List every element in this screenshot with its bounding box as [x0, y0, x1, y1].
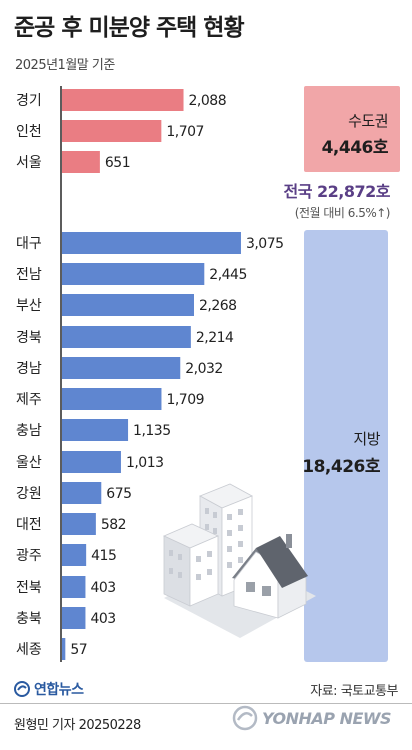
- value-label-0: 2,088: [189, 93, 227, 109]
- bar-10: [62, 451, 121, 473]
- watermark: YONHAP NEWS: [232, 705, 392, 731]
- category-label-10: 울산: [16, 455, 42, 471]
- local-panel: [304, 230, 388, 662]
- category-label-5: 부산: [16, 298, 42, 314]
- category-label-8: 제주: [16, 392, 42, 408]
- category-label-14: 전북: [16, 580, 42, 596]
- value-label-3: 3,075: [246, 236, 284, 252]
- bar-0: [62, 89, 184, 111]
- capital-panel: [304, 86, 400, 172]
- yonhap-logo: 연합뉴스: [14, 679, 84, 699]
- value-label-5: 2,268: [199, 298, 237, 314]
- page-title: 준공 후 미분양 주택 현황: [14, 15, 245, 41]
- watermark-text: YONHAP NEWS: [262, 708, 392, 728]
- category-label-4: 전남: [16, 267, 42, 283]
- yonhap-logo-icon: [14, 681, 30, 697]
- bar-7: [62, 357, 181, 379]
- value-label-11: 675: [106, 486, 131, 502]
- bar-6: [62, 326, 191, 348]
- bar-3: [62, 232, 241, 254]
- reporter-credit: 원형민 기자 20250228: [14, 718, 141, 733]
- bar-11: [62, 482, 102, 504]
- category-label-13: 광주: [16, 548, 42, 564]
- value-label-1: 1,707: [166, 124, 204, 140]
- apartment-house-illustration: [163, 483, 316, 638]
- footer-divider: [0, 703, 412, 704]
- value-label-8: 1,709: [166, 392, 204, 408]
- bar-15: [62, 607, 86, 629]
- category-label-1: 인천: [16, 124, 42, 140]
- bar-2: [62, 151, 100, 173]
- date-subtitle: 2025년1월말 기준: [15, 58, 115, 73]
- bar-8: [62, 388, 162, 410]
- value-label-12: 582: [101, 517, 126, 533]
- national-total: 전국 22,872호: [283, 182, 391, 201]
- bar-1: [62, 120, 162, 142]
- local-label: 지방: [353, 430, 380, 448]
- value-label-14: 403: [90, 580, 115, 596]
- logo-text: 연합뉴스: [34, 682, 84, 698]
- category-label-15: 충북: [16, 611, 42, 627]
- category-label-11: 강원: [16, 486, 42, 502]
- category-label-0: 경기: [16, 93, 42, 109]
- bar-9: [62, 419, 129, 441]
- value-label-13: 415: [91, 548, 116, 564]
- value-label-2: 651: [105, 155, 130, 171]
- value-label-6: 2,214: [196, 330, 234, 346]
- bar-12: [62, 513, 96, 535]
- value-label-10: 1,013: [126, 455, 164, 471]
- capital-label: 수도권: [348, 112, 388, 130]
- bar-4: [62, 263, 205, 285]
- category-label-3: 대구: [16, 236, 42, 252]
- value-label-15: 403: [90, 611, 115, 627]
- national-change: (전월 대비 6.5%↑): [294, 206, 391, 220]
- source-text: 자료: 국토교통부: [310, 684, 398, 699]
- category-label-16: 세종: [16, 642, 42, 658]
- value-label-7: 2,032: [185, 361, 223, 377]
- value-label-16: 57: [70, 642, 87, 658]
- category-label-6: 경북: [16, 330, 42, 346]
- category-label-9: 충남: [16, 423, 42, 439]
- bar-16: [62, 638, 66, 660]
- category-label-7: 경남: [16, 361, 42, 377]
- bar-13: [62, 544, 87, 566]
- bar-5: [62, 294, 194, 316]
- value-label-4: 2,445: [209, 267, 247, 283]
- bar-14: [62, 576, 86, 598]
- capital-total: 4,446호: [321, 138, 389, 158]
- value-label-9: 1,135: [133, 423, 171, 439]
- local-total: 18,426호: [302, 457, 380, 477]
- watermark-icon: [232, 705, 258, 731]
- category-label-12: 대전: [16, 517, 42, 533]
- category-label-2: 서울: [16, 155, 42, 171]
